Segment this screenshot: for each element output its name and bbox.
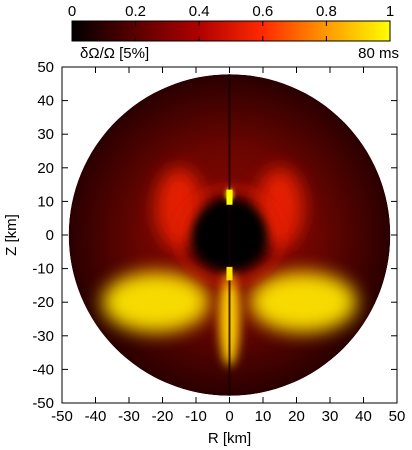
y-tick-label: 30	[37, 126, 54, 143]
colorbar-tick-label: 1	[386, 3, 394, 20]
colorbar-ticks: 0 0.2 0.4 0.6 0.8 1	[68, 3, 394, 41]
y-tick-label: -20	[32, 294, 54, 311]
feature-lobe-1	[102, 271, 210, 333]
time-annotation: 80 ms	[358, 45, 399, 62]
y-axis-label: Z [km]	[3, 214, 20, 256]
colorbar: 0 0.2 0.4 0.6 0.8 1 δΩ/Ω [5%] 80 ms	[68, 3, 399, 62]
x-tick-label: 10	[255, 408, 272, 425]
y-tick-label: -30	[32, 328, 54, 345]
y-tick-label: 0	[46, 227, 54, 244]
x-tick-label: 30	[322, 408, 339, 425]
colorbar-tick-label: 0.4	[189, 3, 210, 20]
x-tick-label: 50	[389, 408, 406, 425]
feature-lobe-4	[256, 167, 304, 249]
axis-spot-0	[226, 189, 233, 205]
x-tick-label: -30	[118, 408, 140, 425]
x-tick-label: -50	[51, 408, 73, 425]
x-tick-label: -40	[85, 408, 107, 425]
y-tick-label: 50	[37, 59, 54, 76]
y-tick-label: 10	[37, 193, 54, 210]
colorbar-label: δΩ/Ω [5%]	[80, 45, 149, 62]
x-tick-label: 20	[288, 408, 305, 425]
x-tick-label: 0	[225, 408, 233, 425]
x-tick-label: -10	[185, 408, 207, 425]
x-axis-ticks: -50 -40 -30 -20 -10 0 10 20 30 40 50	[51, 67, 405, 425]
x-tick-label: -20	[152, 408, 174, 425]
plot-area: -50 -40 -30 -20 -10 0 10 20 30 40 50 -50-40-30-20-…	[3, 59, 405, 447]
y-tick-label: -50	[32, 395, 54, 412]
colorbar-tick-label: 0.6	[252, 3, 273, 20]
feature-lobe-2	[249, 271, 357, 333]
y-tick-label: 40	[37, 93, 54, 110]
y-tick-label: 20	[37, 160, 54, 177]
axis-seam	[228, 74, 231, 396]
x-axis-label: R [km]	[208, 430, 251, 447]
axis-spot-lower	[226, 266, 233, 281]
heatmap-field	[68, 74, 391, 396]
colorbar-gradient	[71, 20, 391, 42]
x-tick-label: 40	[355, 408, 372, 425]
y-tick-label: -10	[32, 261, 54, 278]
colorbar-tick-label: 0	[68, 3, 76, 20]
y-axis-ticks: -50 -40 -30 -20 -10 0 10 20 30 40 50	[32, 59, 397, 412]
y-tick-label: -40	[32, 361, 54, 378]
colorbar-tick-label: 0.2	[125, 3, 146, 20]
feature-lobe-3	[155, 167, 203, 249]
colorbar-tick-label: 0.8	[316, 3, 337, 20]
